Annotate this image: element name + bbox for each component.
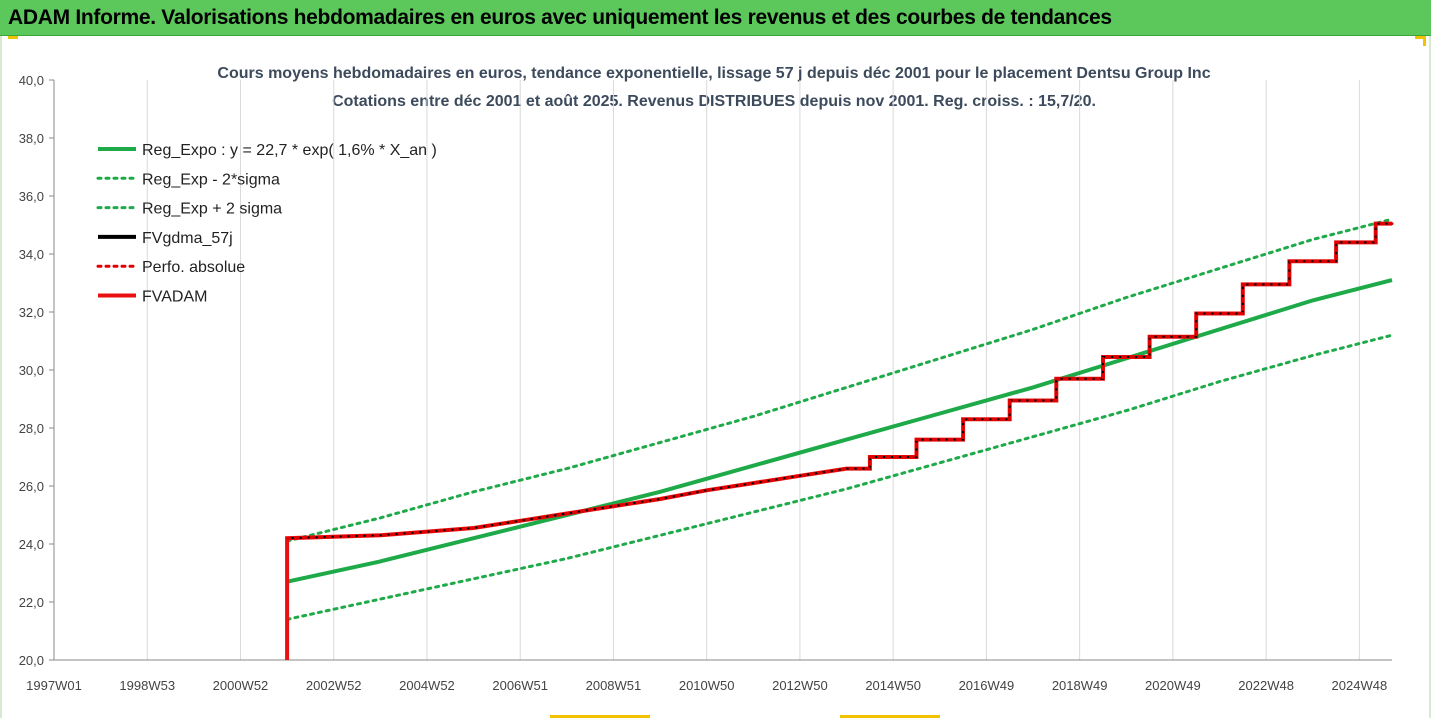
series-line-1 bbox=[286, 278, 1393, 584]
y-tick-label: 38,0 bbox=[19, 131, 44, 146]
y-tick-label: 28,0 bbox=[19, 421, 44, 436]
x-tick-label: 2006W51 bbox=[492, 678, 548, 693]
y-tick-label: 40,0 bbox=[19, 73, 44, 88]
report-title: ADAM Informe. Valorisations hebdomadaire… bbox=[8, 6, 1112, 29]
x-tick-label: 2008W51 bbox=[586, 678, 642, 693]
y-tick-label: 30,0 bbox=[19, 363, 44, 378]
y-tick-label: 26,0 bbox=[19, 479, 44, 494]
legend-label: Perfo. absolue bbox=[142, 259, 245, 276]
corner-mark-right-v bbox=[1423, 36, 1426, 46]
x-tick-label: 2004W52 bbox=[399, 678, 455, 693]
x-tick-label: 2018W49 bbox=[1052, 678, 1108, 693]
x-tick-label: 2020W49 bbox=[1145, 678, 1201, 693]
x-tick-label: 1998W53 bbox=[119, 678, 175, 693]
bottom-mark-1 bbox=[550, 715, 650, 718]
chart-area: Cours moyens hebdomadaires en euros, ten… bbox=[0, 36, 1431, 718]
x-tick-label: 1997W01 bbox=[26, 678, 82, 693]
x-tick-label: 2012W50 bbox=[772, 678, 828, 693]
y-tick-label: 20,0 bbox=[19, 653, 44, 668]
series-layer bbox=[285, 217, 1394, 660]
x-tick-label: 2014W50 bbox=[865, 678, 921, 693]
legend: Reg_Expo : y = 22,7 * exp( 1,6% * X_an )… bbox=[96, 142, 437, 306]
report-banner: ADAM Informe. Valorisations hebdomadaire… bbox=[0, 0, 1431, 36]
x-tick-label: 2024W48 bbox=[1332, 678, 1388, 693]
x-tick-label: 2000W52 bbox=[213, 678, 269, 693]
y-tick-label: 36,0 bbox=[19, 189, 44, 204]
corner-mark-right bbox=[1415, 36, 1425, 39]
y-tick-label: 34,0 bbox=[19, 247, 44, 262]
bottom-mark-2 bbox=[840, 715, 940, 718]
x-tick-label: 2002W52 bbox=[306, 678, 362, 693]
grid bbox=[53, 80, 1360, 660]
corner-mark-left bbox=[8, 36, 18, 39]
legend-label: Reg_Exp - 2*sigma bbox=[142, 171, 280, 188]
y-tick-labels: 20,0 22,0 24,0 26,0 28,0 30,0 32,0 34,0 36,0 38,0… bbox=[19, 73, 44, 668]
y-tick-label: 24,0 bbox=[19, 537, 44, 552]
chart-subtitle: Cotations entre déc 2001 et août 2025. R… bbox=[332, 93, 1096, 110]
x-tick-label: 2022W48 bbox=[1238, 678, 1294, 693]
y-tick-label: 22,0 bbox=[19, 595, 44, 610]
chart: Cours moyens hebdomadaires en euros, ten… bbox=[19, 65, 1394, 693]
x-tick-label: 2016W49 bbox=[959, 678, 1015, 693]
legend-label: Reg_Expo : y = 22,7 * exp( 1,6% * X_an ) bbox=[142, 142, 437, 159]
series-line-2 bbox=[285, 333, 1394, 621]
x-tick-labels: 1997W01 1998W53 2000W52 2002W52 2004W52 2006W… bbox=[26, 678, 1387, 693]
chart-title: Cours moyens hebdomadaires en euros, ten… bbox=[217, 65, 1210, 82]
legend-label: FVADAM bbox=[142, 289, 207, 306]
series-line-5 bbox=[285, 222, 1394, 540]
axes bbox=[49, 79, 1392, 661]
legend-label: FVgdma_57j bbox=[142, 230, 233, 247]
legend-label: Reg_Exp + 2 sigma bbox=[142, 201, 282, 218]
y-tick-label: 32,0 bbox=[19, 305, 44, 320]
x-tick-label: 2010W50 bbox=[679, 678, 735, 693]
series-line-3 bbox=[285, 217, 1394, 543]
